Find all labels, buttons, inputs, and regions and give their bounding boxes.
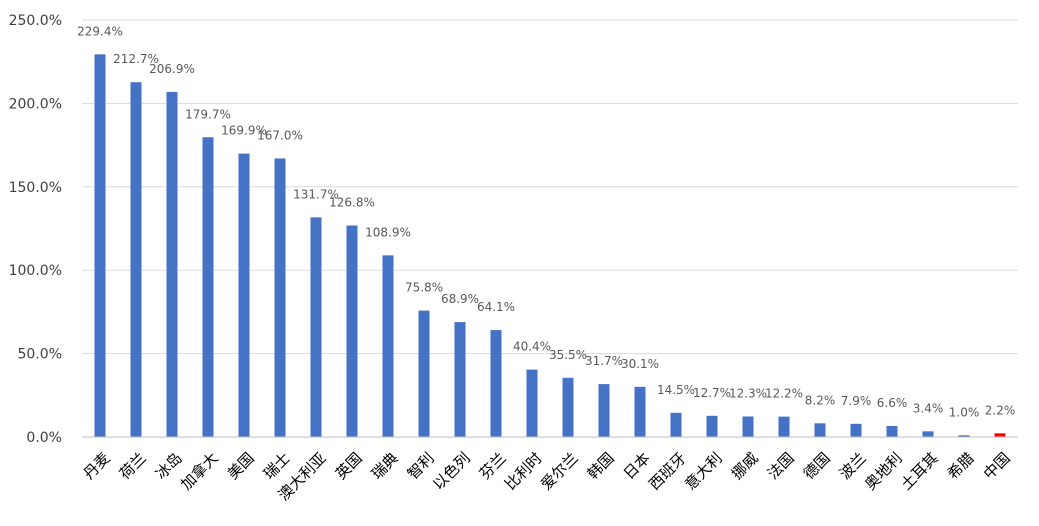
data-label: 169.9% [221,124,267,138]
bar [202,137,214,437]
data-label: 108.9% [365,225,411,239]
bar [922,431,934,437]
data-label: 64.1% [477,300,515,314]
data-label: 229.4% [77,24,123,38]
x-tick-label: 中国 [980,449,1014,483]
bar [778,416,790,437]
data-label: 126.8% [329,195,375,209]
data-label: 8.2% [805,393,836,407]
data-label: 3.4% [913,401,944,415]
bar [706,415,718,437]
bar [94,54,106,437]
x-tick-label: 加拿大 [177,449,222,494]
x-tick-label: 韩国 [584,449,618,483]
y-tick-label: 0.0% [26,430,62,446]
bar [994,433,1006,437]
x-tick-label: 希腊 [944,449,978,483]
bar [346,225,358,437]
bar [958,435,970,437]
data-label: 35.5% [549,348,587,362]
y-tick-label: 50.0% [18,347,62,363]
bar [850,423,862,437]
data-label: 179.7% [185,107,231,121]
bar [130,82,142,437]
bar [526,369,538,437]
x-tick-label: 荷兰 [116,449,150,483]
y-tick-label: 150.0% [9,180,62,196]
data-label: 131.7% [293,187,339,201]
x-tick-label: 爱尔兰 [537,449,582,494]
data-label: 6.6% [877,396,908,410]
x-tick-label: 英国 [332,449,366,483]
bar [598,384,610,437]
data-label: 31.7% [585,354,623,368]
data-label: 40.4% [513,340,551,354]
data-label: 167.0% [257,128,303,142]
gridlines [82,19,1018,355]
x-tick-label: 丹麦 [80,449,114,483]
y-tick-label: 100.0% [9,263,62,279]
bar [274,158,286,437]
bar [310,217,322,437]
bar [382,255,394,437]
data-label: 12.2% [765,387,803,401]
x-tick-label: 以色列 [429,449,474,494]
data-label: 7.9% [841,394,872,408]
x-tick-label: 挪威 [728,449,762,483]
bar [634,386,646,437]
x-tick-label: 西班牙 [645,449,690,494]
x-tick-label: 德国 [800,449,834,483]
bar [490,330,502,437]
data-label: 68.9% [441,292,479,306]
data-label: 12.7% [693,386,731,400]
bar [814,423,826,437]
bar [562,377,574,437]
data-label: 206.9% [149,62,195,76]
x-tick-label: 瑞典 [368,449,402,483]
x-tick-label: 奥地利 [861,449,906,494]
bar [418,310,430,437]
data-label: 75.8% [405,281,443,295]
data-label: 1.0% [949,405,980,419]
x-tick-label: 意大利 [681,449,726,494]
bar [742,416,754,437]
bar [238,153,250,437]
data-labels: 229.4% 212.7%206.9% 179.7% 169.9%167.0% 131.… [77,24,1015,419]
x-tick-label: 美国 [224,449,258,483]
bar [166,91,178,437]
y-tick-label: 200.0% [9,96,62,112]
x-tick-label: 法国 [764,449,798,483]
y-tick-label: 250.0% [9,13,62,29]
bar [454,322,466,437]
bar [886,425,898,437]
data-label: 30.1% [621,357,659,371]
data-label: 2.2% [985,403,1016,417]
x-tick-label: 比利时 [501,449,546,494]
data-label: 212.7% [113,52,159,66]
bar [670,412,682,437]
bars [94,54,1006,437]
data-label: 12.3% [729,386,767,400]
y-axis-ticks: 0.0% 50.0% 100.0% 150.0% 200.0% 250.0% [9,13,62,446]
x-tick-label: 土耳其 [897,449,942,494]
data-label: 14.5% [657,383,695,397]
